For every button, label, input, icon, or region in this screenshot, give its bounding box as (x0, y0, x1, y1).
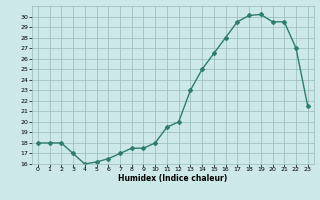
X-axis label: Humidex (Indice chaleur): Humidex (Indice chaleur) (118, 174, 228, 183)
